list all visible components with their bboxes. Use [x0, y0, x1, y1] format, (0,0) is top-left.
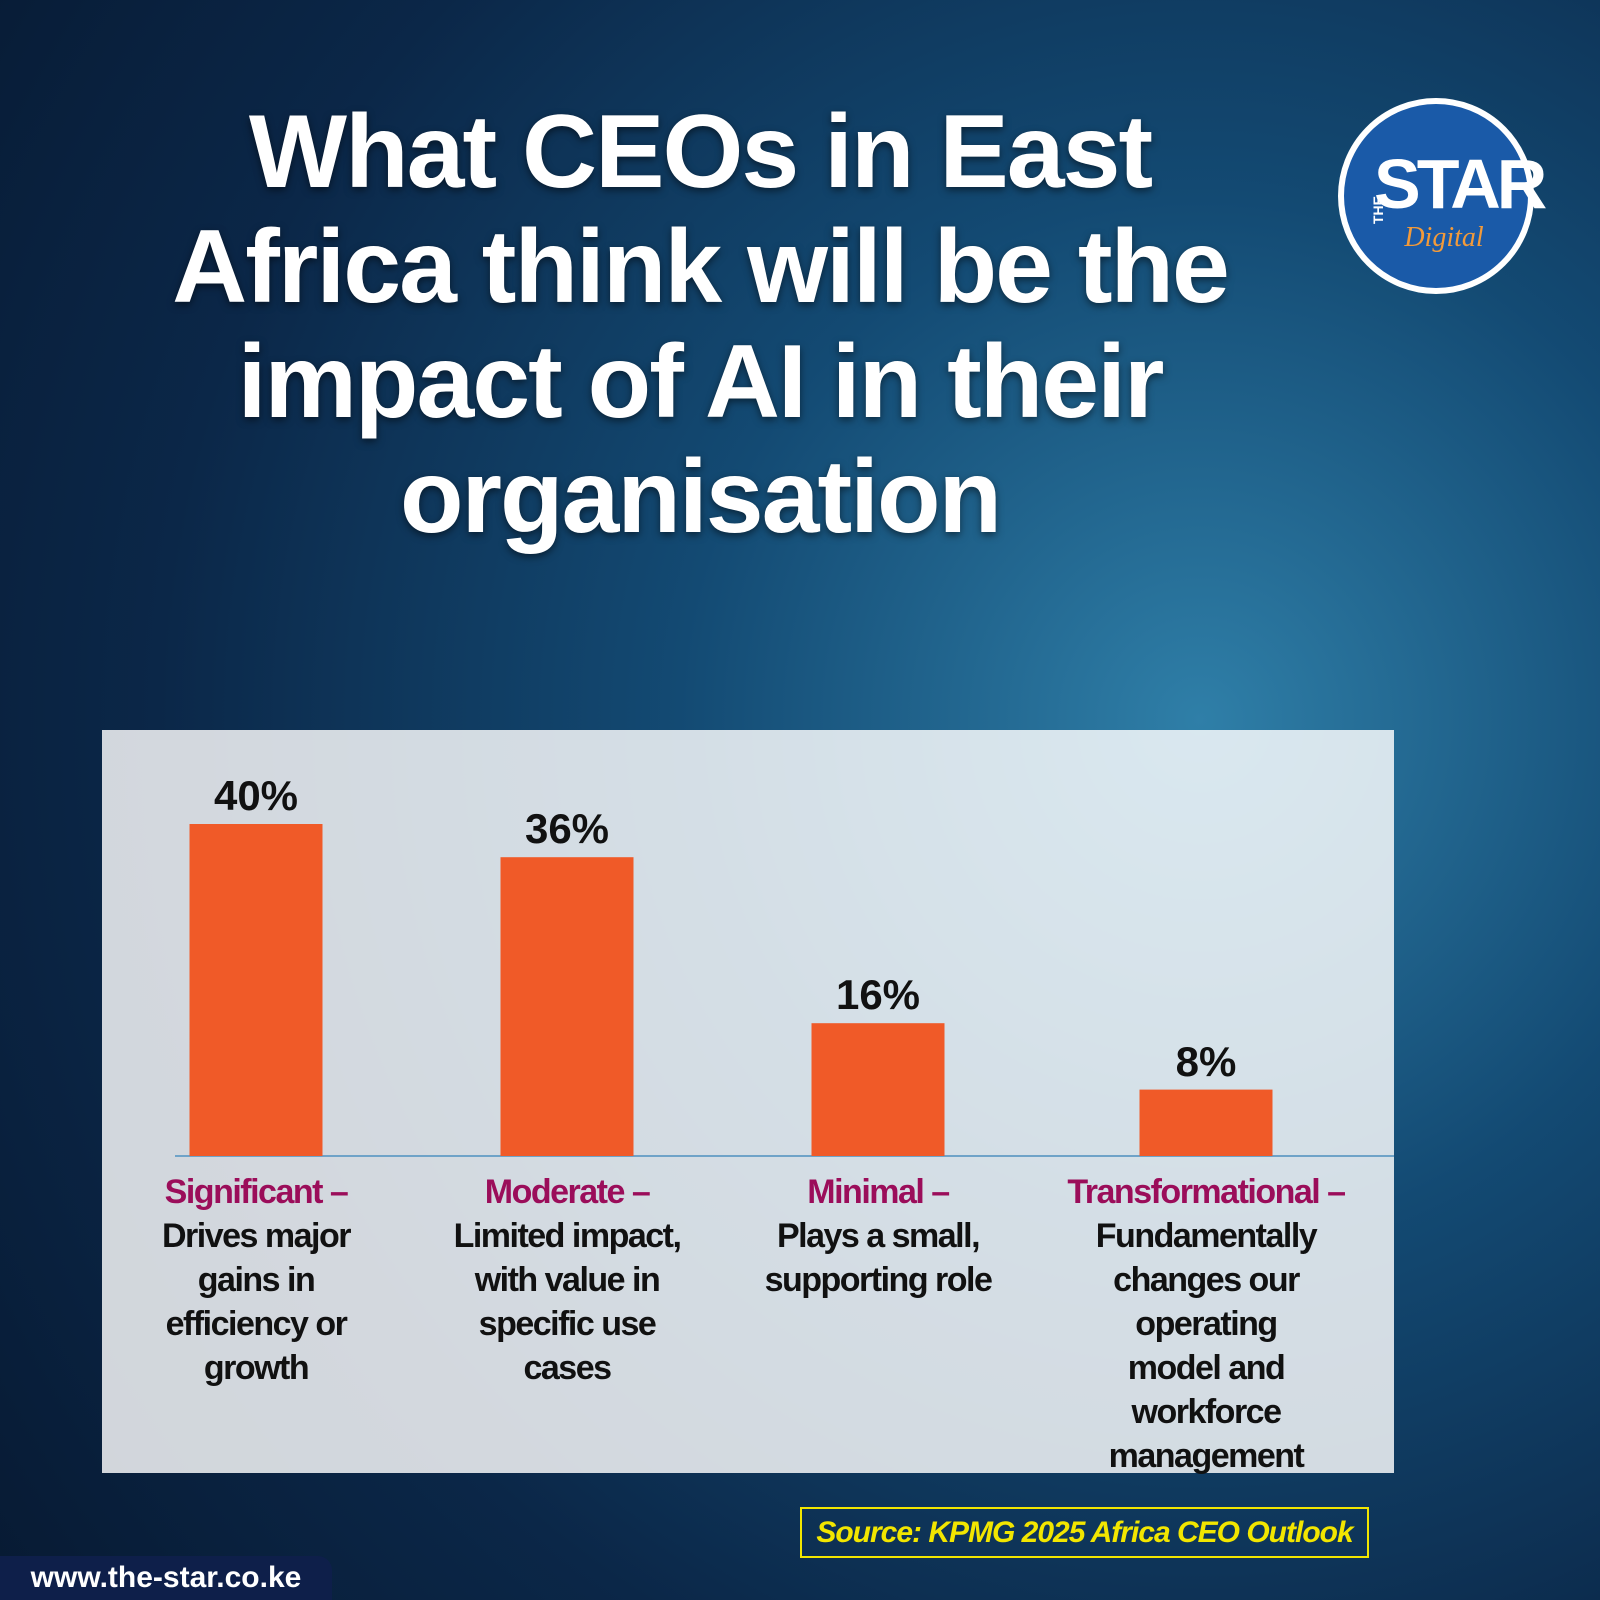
category-label: Minimal – Plays a small, supporting role — [728, 1170, 1028, 1302]
website: www.the-star.co.ke — [0, 1556, 332, 1600]
category-label: Moderate – Limited impact, with value in … — [417, 1170, 717, 1390]
bar — [811, 1023, 945, 1156]
category-name: Transformational – — [1067, 1173, 1346, 1211]
category-name: Moderate – — [484, 1173, 651, 1211]
chart-title: What CEOs in East Africa think will be t… — [172, 94, 1230, 555]
bar — [189, 824, 323, 1156]
value-label: 40% — [213, 772, 299, 819]
category-description: Fundamentally changes our operating mode… — [1095, 1217, 1318, 1475]
source: Source: KPMG 2025 Africa CEO Outlook — [800, 1507, 1369, 1558]
value-label: 36% — [524, 805, 610, 853]
category-name: Significant – — [164, 1173, 349, 1211]
category-label: Transformational – Fundamentally changes … — [1056, 1170, 1356, 1478]
bar — [500, 857, 634, 1156]
value-label: 8% — [1175, 1037, 1237, 1085]
category-name: Minimal – — [807, 1173, 950, 1211]
category-description: Plays a small, supporting role — [764, 1217, 993, 1299]
category-label: Significant – Drives major gains in effic… — [106, 1170, 406, 1390]
category-description: Drives major gains in efficiency or grow… — [162, 1217, 352, 1387]
logo: THE STAR Digital — [1338, 98, 1547, 294]
value-label: 16% — [835, 971, 921, 1019]
logo-suffix: Digital — [1404, 222, 1484, 253]
bar — [1139, 1089, 1273, 1156]
category-description: Limited impact, with value in specific u… — [453, 1217, 682, 1387]
